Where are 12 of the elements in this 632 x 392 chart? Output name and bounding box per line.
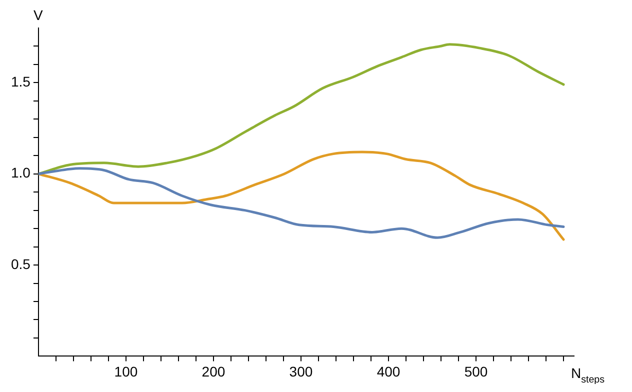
y-tick-label: 1.0 — [10, 164, 31, 181]
y-axis-title: V — [33, 7, 44, 23]
x-tick-label: 200 — [202, 363, 226, 380]
x-tick-label: 400 — [376, 363, 400, 380]
x-tick-label: 500 — [464, 363, 488, 380]
line-series — [38, 167, 565, 239]
x-tick-label: 100 — [114, 363, 138, 380]
line-series — [38, 150, 565, 241]
line-series — [38, 43, 565, 176]
x-tick-label: 300 — [289, 363, 313, 380]
y-tick-label: 0.5 — [10, 256, 31, 272]
y-tick-label: 1.5 — [10, 74, 31, 90]
